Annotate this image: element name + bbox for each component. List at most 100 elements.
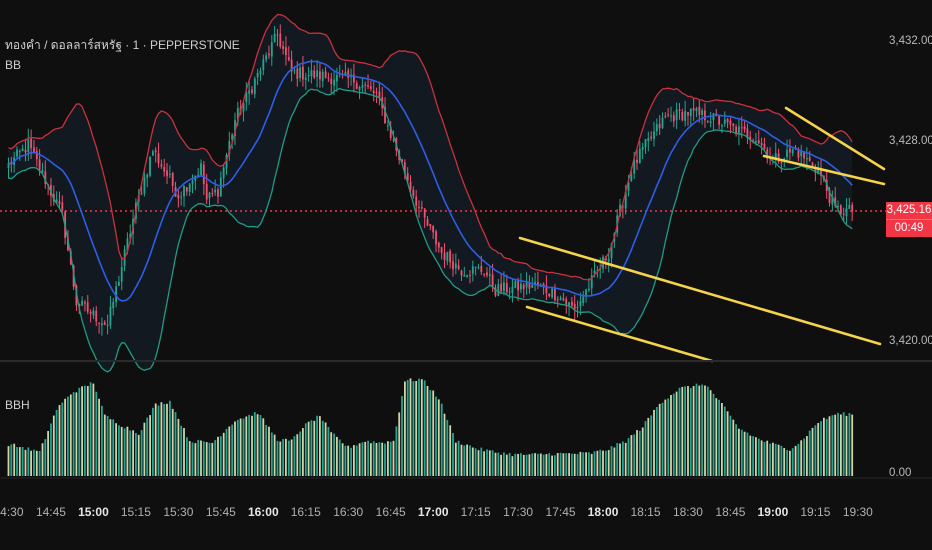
- candle: [820, 158, 822, 185]
- bbh-bar: [463, 445, 466, 476]
- bbh-bar: [525, 454, 528, 476]
- bbh-bar: [253, 412, 256, 476]
- candle: [225, 152, 228, 175]
- bbh-bar: [800, 440, 803, 476]
- bbh-bar: [69, 394, 72, 476]
- candle: [30, 129, 33, 160]
- axes: 3,432.00 3,428.00 3,420.00 0.00 14:30 14:45 15…: [0, 35, 932, 519]
- bbh-bar: [415, 381, 418, 476]
- candle: [732, 122, 735, 132]
- candle: [84, 299, 86, 312]
- candle: [112, 297, 115, 316]
- trendline: [518, 236, 882, 346]
- bbh-bar: [823, 417, 825, 476]
- candle: [551, 286, 554, 299]
- candle: [163, 158, 166, 177]
- candle: [848, 197, 851, 210]
- x-tick-label: 17:00: [418, 505, 449, 519]
- x-tick-label: 19:30: [843, 505, 873, 519]
- bbh-bar: [378, 442, 381, 476]
- bbh-bar: [842, 412, 845, 476]
- bbh-bar: [401, 396, 403, 476]
- bbh-bar: [446, 419, 449, 476]
- candle: [658, 115, 661, 135]
- candle: [95, 306, 98, 327]
- candle: [149, 156, 151, 178]
- bbh-bar: [777, 444, 780, 476]
- bbh-bar: [188, 441, 191, 476]
- bbh-bar: [457, 440, 460, 476]
- bbh-bar: [607, 450, 610, 476]
- candle: [505, 274, 508, 295]
- bbh-bar: [647, 417, 650, 476]
- bbh-bar: [772, 442, 774, 476]
- bbh-bar: [814, 425, 817, 476]
- candle: [463, 266, 466, 277]
- bbh-bar: [596, 450, 599, 476]
- y-tick-label: 3,428.00: [889, 135, 932, 147]
- x-tick-label: 15:00: [78, 505, 109, 519]
- candle: [265, 52, 268, 63]
- bbh-bar: [152, 407, 154, 476]
- x-tick-label: 14:45: [36, 505, 66, 519]
- bbh-bar: [146, 417, 149, 476]
- bbh-bar: [763, 441, 766, 476]
- bbh-bar: [661, 402, 664, 476]
- bbh-bar: [95, 391, 98, 476]
- candle: [290, 50, 293, 82]
- candle: [454, 253, 457, 275]
- bbh-bar: [517, 453, 519, 476]
- bbh-bar: [545, 454, 548, 476]
- bbh-bar: [709, 390, 712, 476]
- bbh-bar: [548, 453, 551, 476]
- indicator-label-bb[interactable]: BB: [5, 58, 22, 72]
- candle: [789, 139, 791, 161]
- bbh-bar: [769, 443, 771, 476]
- candle: [449, 248, 452, 269]
- bbh-bar: [774, 443, 777, 476]
- bollinger-band-area: [8, 14, 853, 372]
- bbh-bar: [327, 427, 330, 476]
- candle: [432, 225, 435, 239]
- bbh-bar: [282, 439, 284, 476]
- bbh-bar: [160, 402, 163, 476]
- bbh-bar: [135, 433, 137, 476]
- bbh-bar: [834, 414, 837, 476]
- bbh-bar: [310, 420, 313, 476]
- candle: [372, 79, 375, 102]
- bbh-bar: [341, 443, 344, 476]
- bbh-bar: [684, 386, 686, 476]
- bbh-bar: [732, 419, 735, 476]
- candle: [35, 147, 38, 167]
- bbh-bar: [262, 418, 265, 476]
- candle: [370, 80, 372, 92]
- bbh-bar: [157, 405, 160, 476]
- bbh-bar: [265, 425, 267, 476]
- bbh-bar: [236, 419, 239, 476]
- bbh-bar: [554, 455, 556, 476]
- candle: [786, 139, 788, 161]
- bbh-bar: [559, 452, 562, 476]
- candle: [483, 273, 486, 278]
- bbh-bar: [848, 413, 851, 476]
- candle: [655, 118, 658, 136]
- bbh-bar: [806, 436, 808, 476]
- candle: [361, 77, 364, 93]
- candle: [256, 68, 259, 86]
- bbh-bar: [791, 448, 794, 476]
- bbh-bar: [520, 453, 522, 476]
- symbol-title[interactable]: ทองคำ / ดอลลาร์สหรัฐ · 1 · PEPPERSTONE: [5, 38, 240, 52]
- candle: [474, 266, 477, 276]
- bbh-bar: [726, 411, 729, 476]
- bbh-bar: [361, 442, 364, 476]
- bollinger-bands: [8, 13, 853, 373]
- bbh-bar: [330, 432, 333, 476]
- bbh-bar: [681, 386, 684, 476]
- candle: [420, 200, 423, 210]
- indicator-label-bbh[interactable]: BBH: [5, 398, 30, 412]
- bbh-bar: [208, 442, 211, 476]
- bbh-bar: [851, 414, 854, 476]
- bbh-bar: [706, 386, 709, 476]
